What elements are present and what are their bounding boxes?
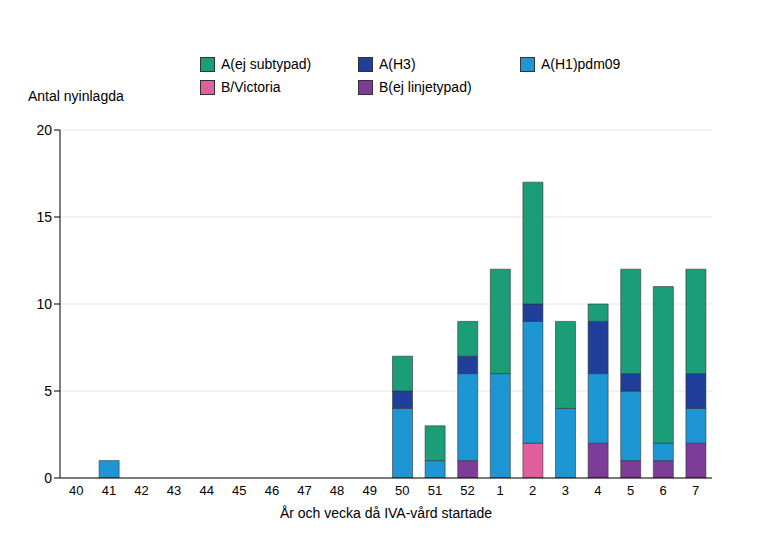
svg-text:5: 5 [44,383,52,399]
svg-text:0: 0 [44,470,52,486]
svg-text:50: 50 [395,483,409,498]
html-text:Antal nyinlagda: Antal nyinlagda [28,88,124,104]
svg-text:49: 49 [362,483,376,498]
html-text:A(ej subtypad): A(ej subtypad) [221,56,312,72]
svg-text:15: 15 [36,209,52,225]
svg-text:10: 10 [36,296,52,312]
svg-text:1: 1 [496,483,503,498]
html-text:A(H1)pdm09: A(H1)pdm09 [541,56,621,72]
svg-text:44: 44 [199,483,213,498]
svg-text:5: 5 [627,483,634,498]
svg-text:52: 52 [460,483,474,498]
svg-text:2: 2 [529,483,536,498]
svg-text:43: 43 [167,483,181,498]
svg-text:47: 47 [297,483,311,498]
svg-text:6: 6 [659,483,666,498]
svg-text:20: 20 [36,122,52,138]
svg-text:7: 7 [692,483,699,498]
html-text:A(H3): A(H3) [379,56,416,72]
svg-text:40: 40 [69,483,83,498]
html-text:B/Victoria: B/Victoria [221,79,281,95]
svg-text:46: 46 [265,483,279,498]
svg-text:42: 42 [134,483,148,498]
svg-text:48: 48 [330,483,344,498]
svg-text:41: 41 [102,483,116,498]
svg-text:51: 51 [428,483,442,498]
svg-text:År och vecka då IVA-vård start: År och vecka då IVA-vård startade [280,505,492,521]
html-text:B(ej linjetypad): B(ej linjetypad) [379,79,472,95]
svg-text:45: 45 [232,483,246,498]
svg-text:4: 4 [594,483,601,498]
svg-text:3: 3 [562,483,569,498]
